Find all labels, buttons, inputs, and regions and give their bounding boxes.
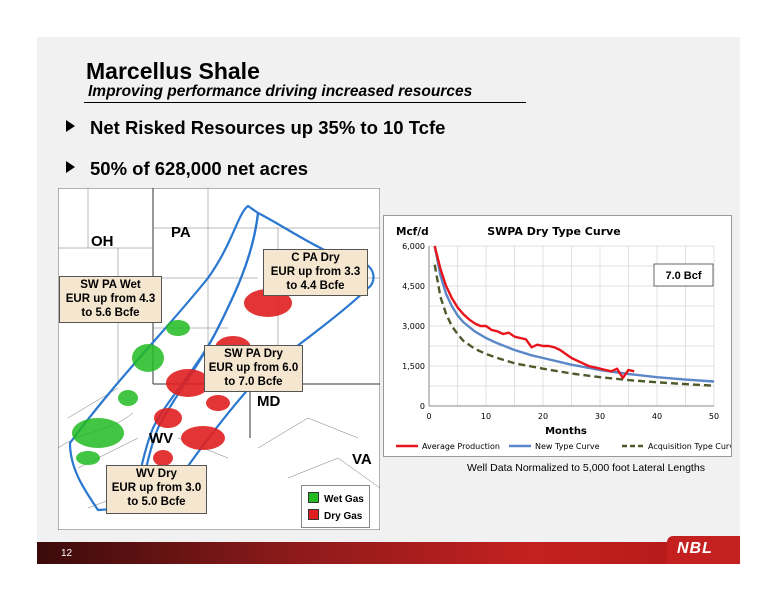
callout-sw-pa-wet: SW PA Wet EUR up from 4.3 to 5.6 Bcfe [59,276,162,323]
type-curve-chart: SWPA Dry Type Curve Mcf/d 0 1,500 3,000 4,5… [396,225,739,451]
chart-annotation: 7.0 Bcf [665,270,701,282]
state-label-va: VA [352,451,372,468]
callout-sw-pa-dry: SW PA Dry EUR up from 6.0 to 7.0 Bcfe [204,345,303,392]
dry-gas-wells [153,268,328,466]
title-divider [84,102,526,103]
page-number: 12 [61,548,73,559]
chart-title: SWPA Dry Type Curve [487,225,621,238]
callout-line: C PA Dry [291,252,340,264]
legend-label: Wet Gas [324,494,364,505]
state-label-oh: OH [91,233,114,250]
callout-line: to 4.4 Bcfe [286,280,345,292]
callout-c-pa-dry: C PA Dry EUR up from 3.3 to 4.4 Bcfe [263,249,368,296]
callout-line: EUR up from 6.0 [208,362,299,374]
legend-label: Acquisition Type Curve [648,442,731,451]
series-line-new-type-curve [433,245,715,383]
chart-ylabel: Mcf/d [396,226,429,238]
legend-label: Average Production [422,442,500,451]
bullet-arrow-icon [66,161,75,173]
chart-ticks: 0 1,500 3,000 4,500 6,000 0 10 20 30 40 50 [402,242,719,421]
logo-tab [667,536,740,564]
state-label-md: MD [257,393,281,410]
wet-gas-swatch-icon [308,492,319,503]
x-tick-label: 20 [538,412,548,421]
state-label-wv: WV [149,430,174,447]
callout-line: SW PA Dry [224,348,283,360]
wet-gas-wells [72,320,190,465]
x-tick-label: 10 [481,412,491,421]
y-tick-label: 0 [420,402,425,411]
callout-line: to 7.0 Bcfe [224,376,283,388]
legend-item-wet-gas: Wet Gas [308,492,364,505]
bullet-text: Net Risked Resources up 35% to 10 Tcfe [90,117,446,138]
x-tick-label: 30 [595,412,605,421]
page-title: Marcellus Shale [86,58,260,84]
legend-label: Dry Gas [324,511,363,522]
series-line-acquisition-type-curve [433,264,715,387]
bullet-text: 50% of 628,000 net acres [90,158,309,179]
company-logo: NBL [677,540,713,557]
callout-line: EUR up from 4.3 [65,293,156,305]
callout-wv-dry: WV Dry EUR up from 3.0 to 5.0 Bcfe [106,465,207,514]
x-tick-label: 0 [426,412,431,421]
callout-line: to 5.0 Bcfe [127,496,186,508]
chart-xlabel: Months [545,426,587,437]
bullet-arrow-icon [66,120,75,132]
x-tick-label: 50 [709,412,719,421]
bullet-acres: 50% of 628,000 net acres [66,158,308,180]
y-tick-label: 4,500 [402,282,425,291]
bullet-resources: Net Risked Resources up 35% to 10 Tcfe [66,117,445,139]
callout-line: SW PA Wet [80,279,141,291]
x-tick-label: 40 [652,412,662,421]
series-line-average-production [433,245,635,380]
y-tick-label: 6,000 [402,242,425,251]
state-label-pa: PA [171,224,191,241]
chart-footnote: Well Data Normalized to 5,000 foot Later… [467,462,705,474]
chart-legend: Average Production New Type Curve Acquisit… [396,442,739,451]
legend-label: New Type Curve [535,442,600,451]
dry-gas-swatch-icon [308,509,319,520]
legend-item-dry-gas: Dry Gas [308,509,362,522]
callout-line: WV Dry [136,468,177,480]
map-legend: Wet Gas Dry Gas [301,485,370,528]
annotation-box [653,263,714,287]
y-tick-label: 3,000 [402,322,425,331]
footer-bar [37,542,740,564]
y-tick-label: 1,500 [402,362,425,371]
chart-series [433,245,715,387]
callout-line: EUR up from 3.0 [111,482,202,494]
type-curve-chart-panel: SWPA Dry Type Curve Mcf/d 0 1,500 3,000 4,5… [383,215,739,457]
page-subtitle: Improving performance driving increased … [88,83,473,100]
callout-line: EUR up from 3.3 [270,266,361,278]
callout-line: to 5.6 Bcfe [81,307,140,319]
